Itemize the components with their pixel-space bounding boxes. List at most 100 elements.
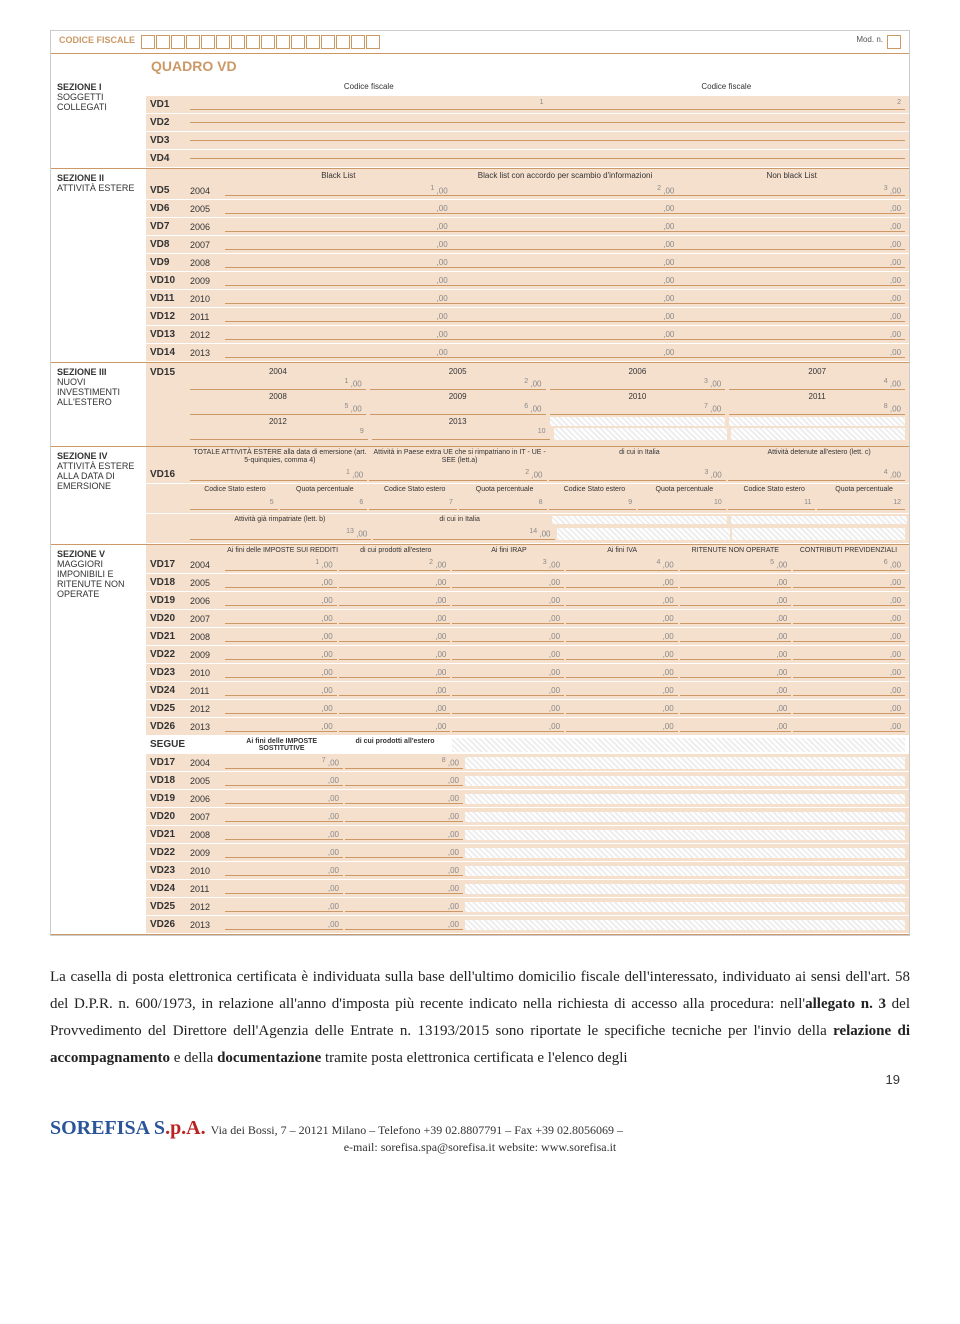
value: ,00	[225, 776, 343, 786]
vd-code: VD17	[150, 559, 190, 570]
section-subtitle: ATTIVITÀ ESTERE	[57, 183, 140, 193]
col-header-row: Codice fiscaleCodice fiscale	[146, 78, 909, 96]
year: 2004	[190, 186, 225, 196]
section-title: SEZIONE V	[57, 549, 140, 559]
vd-row: VD142013,00,00,00	[146, 344, 909, 362]
vd-row: VD4	[146, 150, 909, 168]
year: 2007	[190, 812, 225, 822]
cf-box[interactable]	[201, 35, 215, 49]
vd-code: VD3	[150, 135, 190, 146]
value: ,00	[345, 848, 463, 858]
value: 3 ,00	[550, 378, 726, 390]
cf-input-boxes	[141, 35, 380, 49]
year: 2004	[190, 560, 225, 570]
value: 7 ,00	[225, 757, 343, 769]
value: ,00	[678, 312, 905, 322]
value: ,00	[225, 330, 452, 340]
vd-row: VD212008,00,00,00,00,00,00	[146, 628, 909, 646]
vd-code: VD13	[150, 329, 190, 340]
vd-row: VD262013,00,00	[146, 916, 909, 934]
cf-box[interactable]	[156, 35, 170, 49]
section-body: TOTALE ATTIVITÀ ESTERE alla data di emer…	[146, 447, 909, 544]
cf-box[interactable]	[231, 35, 245, 49]
value: ,00	[225, 312, 452, 322]
value: ,00	[225, 348, 452, 358]
value: ,00	[452, 204, 679, 214]
value	[190, 140, 548, 141]
value: 2 ,00	[339, 559, 451, 571]
year: 2009	[190, 650, 225, 660]
col-head: CONTRIBUTI PREVIDENZIALI	[792, 547, 905, 555]
value: ,00	[531, 471, 542, 480]
col-head: Black list con accordo per scambio d'inf…	[452, 171, 679, 180]
value: ,00	[793, 596, 905, 606]
year: 2010	[190, 294, 225, 304]
col-head: Attività detenute all'estero (lett. c)	[731, 449, 907, 464]
value: ,00	[452, 722, 564, 732]
cf-box[interactable]	[306, 35, 320, 49]
text: .p.A.	[165, 1117, 206, 1139]
col-head: Non black List	[678, 171, 905, 180]
value: ,00	[452, 668, 564, 678]
value: ,00	[890, 471, 901, 480]
cf-box[interactable]	[366, 35, 380, 49]
sezione-5: SEZIONE V MAGGIORI IMPONIBILI E RITENUTE…	[51, 545, 909, 936]
form-header: CODICE FISCALE Mod. n.	[51, 31, 909, 54]
year: 2013	[190, 348, 225, 358]
year: 2012	[190, 330, 225, 340]
bold-text: documentazione	[217, 1050, 321, 1066]
vd-code: VD8	[150, 239, 190, 250]
value: ,00	[452, 240, 679, 250]
cf-box[interactable]	[261, 35, 275, 49]
col-head: Quota percentuale	[821, 486, 907, 494]
value: ,00	[452, 330, 679, 340]
cf-box[interactable]	[336, 35, 350, 49]
value: 2	[548, 99, 906, 111]
value: ,00	[680, 632, 792, 642]
value: ,00	[793, 704, 905, 714]
cf-box[interactable]	[321, 35, 335, 49]
cf-box[interactable]	[216, 35, 230, 49]
value: 1 ,00	[225, 559, 337, 571]
value: ,00	[339, 596, 451, 606]
cf-box[interactable]	[351, 35, 365, 49]
cf-box[interactable]	[291, 35, 305, 49]
cf-box[interactable]	[186, 35, 200, 49]
cf-box[interactable]	[246, 35, 260, 49]
year: 2009	[370, 392, 546, 401]
value: ,00	[225, 920, 343, 930]
cf-box[interactable]	[141, 35, 155, 49]
vd-code: VD21	[150, 829, 190, 840]
col-head: Ai fini IRAP	[452, 547, 565, 555]
year: 2013	[190, 920, 225, 930]
cf-box[interactable]	[171, 35, 185, 49]
vd-row: VD520041 ,002 ,003 ,00	[146, 182, 909, 200]
vd-code: VD7	[150, 221, 190, 232]
year: 2012	[190, 704, 225, 714]
vd-row: VD182005,00,00	[146, 772, 909, 790]
vd-row: VD16 1 ,00 2 ,00 3 ,00 4 ,00	[146, 466, 909, 484]
value: 5 ,00	[680, 559, 792, 571]
mod-label: Mod. n.	[856, 35, 883, 49]
vd-code: VD14	[150, 347, 190, 358]
section-title: SEZIONE II	[57, 173, 140, 183]
value: ,00	[566, 578, 678, 588]
col-head: Ai fini delle IMPOSTE SOSTITUTIVE	[225, 738, 338, 752]
value: ,00	[452, 632, 564, 642]
value: ,00	[678, 330, 905, 340]
section-body: Black List Black list con accordo per sc…	[146, 169, 909, 362]
value: 4 ,00	[566, 559, 678, 571]
vd-row: VD252012,00,00,00,00,00,00	[146, 700, 909, 718]
footer: SOREFISA S.p.A. Via dei Bossi, 7 – 20121…	[50, 1117, 910, 1155]
vd-row: VD222009,00,00,00,00,00,00	[146, 646, 909, 664]
value: ,00	[339, 686, 451, 696]
value: 3 ,00	[678, 185, 905, 197]
cf-box[interactable]	[276, 35, 290, 49]
col-head: di cui prodotti all'estero	[338, 738, 451, 752]
mod-box[interactable]	[887, 35, 901, 49]
vd-code: VD24	[150, 883, 190, 894]
value: ,00	[566, 686, 678, 696]
value: 3 ,00	[452, 559, 564, 571]
year: 2012	[190, 417, 366, 426]
value: ,00	[345, 902, 463, 912]
